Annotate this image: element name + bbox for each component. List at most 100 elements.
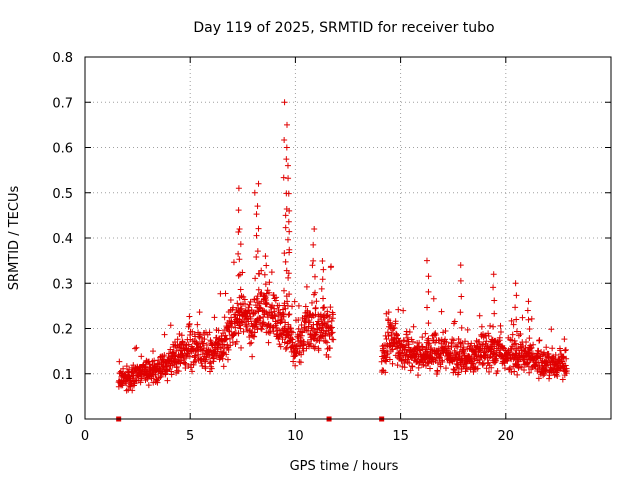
data-point [422, 330, 429, 337]
data-point [464, 365, 471, 372]
data-point [178, 332, 185, 339]
data-point [251, 333, 258, 340]
data-point [442, 328, 449, 335]
data-point [412, 354, 419, 361]
x-tick-label: 0 [81, 429, 89, 444]
data-point [186, 320, 193, 327]
data-point [389, 360, 396, 367]
data-point [223, 351, 230, 358]
data-point [186, 313, 193, 320]
data-point [238, 305, 245, 312]
data-point [563, 355, 570, 362]
data-point [123, 363, 130, 370]
y-tick-label: 0.2 [52, 323, 73, 338]
data-point [512, 304, 519, 311]
data-point [125, 386, 132, 393]
data-point [284, 302, 291, 309]
data-point [489, 336, 496, 343]
data-point [561, 336, 568, 343]
data-point [552, 351, 559, 358]
data-point [490, 323, 497, 330]
data-point [540, 349, 547, 356]
data-point [297, 359, 304, 366]
data-point [282, 212, 289, 219]
data-point [203, 342, 210, 349]
data-point [133, 344, 140, 351]
data-point [253, 254, 260, 261]
data-point [154, 379, 161, 386]
data-point [164, 377, 171, 384]
data-point [298, 351, 305, 358]
data-point [283, 144, 290, 151]
data-point [559, 376, 566, 383]
x-tick-label: 10 [287, 429, 304, 444]
y-tick-label: 0.3 [52, 277, 73, 292]
data-point [525, 316, 532, 323]
data-point [324, 339, 331, 346]
data-point [458, 324, 465, 331]
data-point [286, 228, 293, 235]
data-point [450, 366, 457, 373]
data-point [246, 301, 253, 308]
data-point [282, 224, 289, 231]
data-point [490, 271, 497, 278]
data-point [328, 324, 335, 331]
data-point [308, 299, 315, 306]
data-point [425, 320, 432, 327]
data-point [236, 225, 243, 232]
data-point [328, 263, 335, 270]
data-point [524, 307, 531, 314]
data-point [123, 387, 130, 394]
data-point [255, 286, 262, 293]
data-point [310, 257, 317, 264]
data-point [405, 341, 412, 348]
data-point [490, 349, 497, 356]
data-point [266, 279, 273, 286]
data-point [289, 303, 296, 310]
data-point [526, 369, 533, 376]
data-point [312, 289, 319, 296]
data-point [254, 248, 261, 255]
data-point [426, 340, 433, 347]
data-point [476, 359, 483, 366]
data-point [262, 281, 269, 288]
data-point [194, 321, 201, 328]
data-point [389, 346, 396, 353]
data-point [251, 296, 258, 303]
data-point [263, 299, 270, 306]
data-point [283, 156, 290, 163]
data-point [286, 291, 293, 298]
data-point [415, 364, 422, 371]
data-point [265, 339, 272, 346]
data-point [491, 297, 498, 304]
data-point [309, 262, 316, 269]
data-point [129, 387, 136, 394]
data-point [476, 312, 483, 319]
data-point [457, 309, 464, 316]
data-point [132, 345, 139, 352]
data-point [548, 326, 555, 333]
data-point [540, 372, 547, 379]
data-point [513, 316, 520, 323]
data-point [385, 309, 392, 316]
data-point [231, 330, 238, 337]
data-point [563, 367, 570, 374]
data-point [285, 321, 292, 328]
data-point [201, 336, 208, 343]
y-tick-label: 0.4 [52, 232, 73, 247]
data-point [425, 335, 432, 342]
data-point [491, 310, 498, 317]
x-tick-label: 15 [392, 429, 409, 444]
data-point [298, 322, 305, 329]
data-point [508, 317, 515, 324]
data-point [512, 280, 519, 287]
data-point [485, 332, 492, 339]
data-point [206, 360, 213, 367]
data-point [237, 301, 244, 308]
data-point [325, 353, 332, 360]
data-point [196, 309, 203, 316]
data-point [252, 275, 259, 282]
data-point [246, 340, 253, 347]
data-point [390, 325, 397, 332]
data-point [273, 320, 280, 327]
